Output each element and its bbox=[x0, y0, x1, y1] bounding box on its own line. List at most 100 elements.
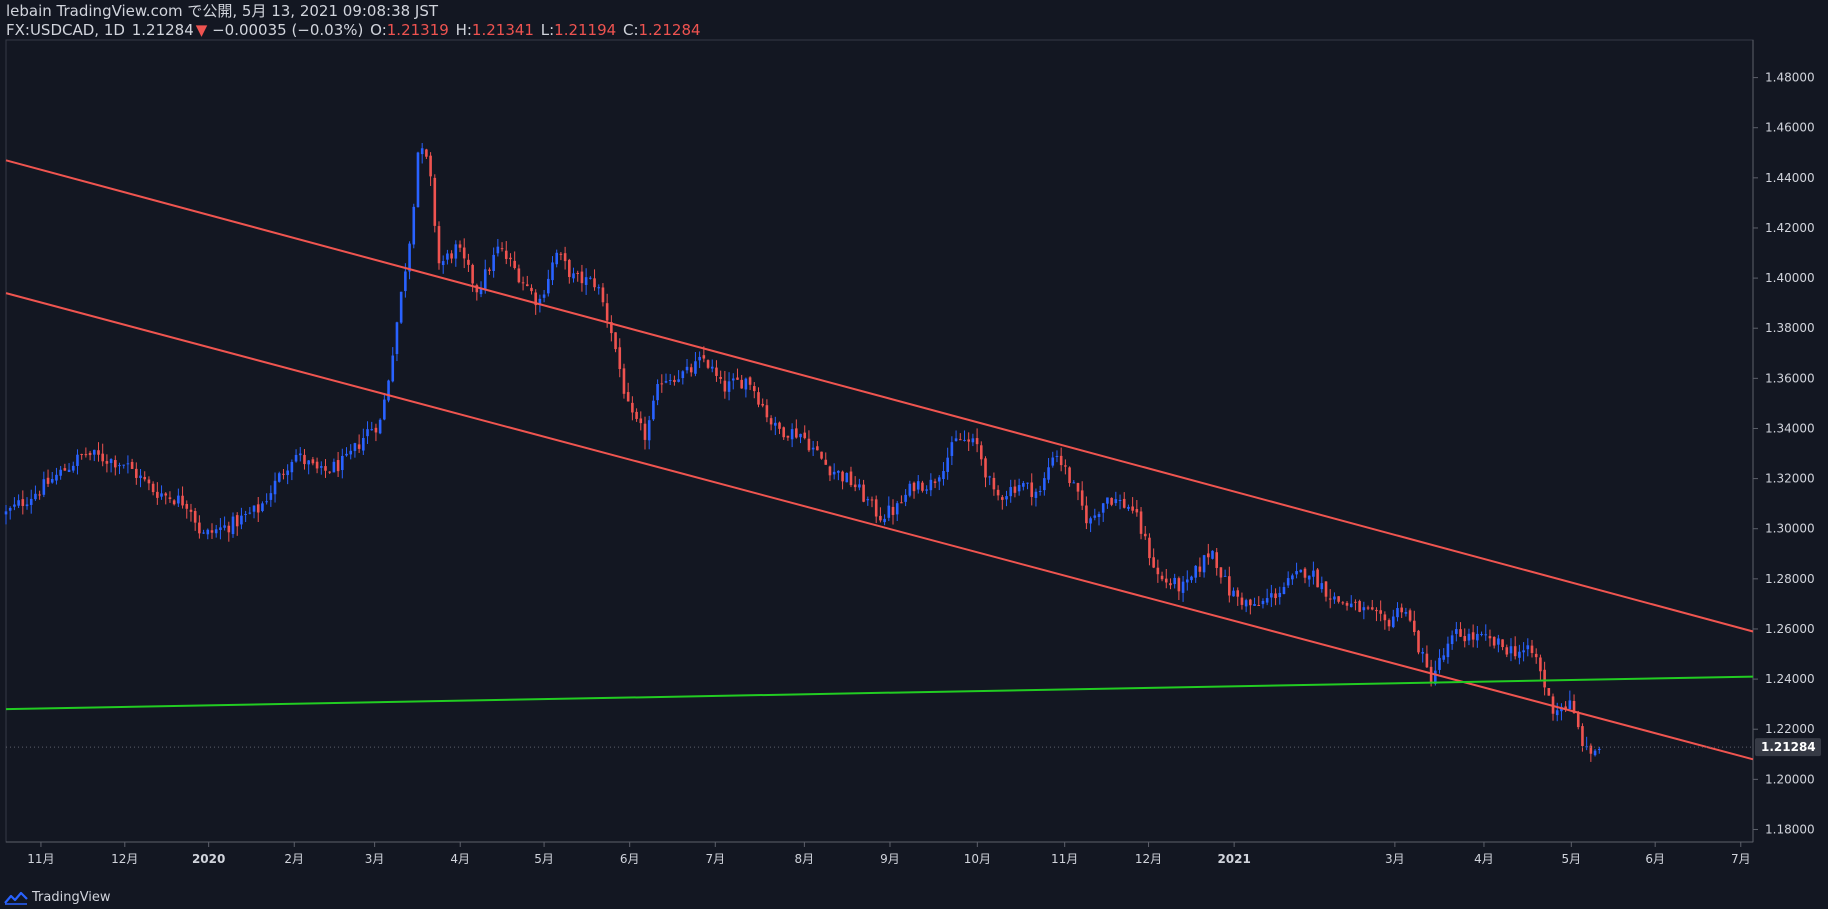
open-value: 1.21319 bbox=[386, 21, 449, 39]
candle-body bbox=[17, 500, 20, 506]
candle-body bbox=[1017, 485, 1021, 492]
candle-body bbox=[21, 499, 25, 506]
upper-channel[interactable] bbox=[5, 159, 1754, 633]
candle-body bbox=[298, 453, 302, 456]
candle-body bbox=[979, 445, 983, 460]
candle-body bbox=[50, 479, 54, 483]
change-value: −0.00035 (−0.03%) bbox=[212, 21, 364, 39]
candle-body bbox=[988, 476, 992, 478]
candle-body bbox=[433, 177, 437, 226]
candle-body bbox=[1026, 482, 1029, 484]
candle-body bbox=[387, 380, 390, 401]
candle-body bbox=[921, 482, 924, 491]
candle-body bbox=[311, 459, 315, 464]
candle-body bbox=[975, 438, 979, 445]
candle-body bbox=[227, 525, 231, 533]
candle-body bbox=[172, 500, 176, 505]
candle-body bbox=[416, 152, 420, 208]
candle-body bbox=[1164, 578, 1168, 583]
candle-body bbox=[1076, 483, 1080, 492]
candle-body bbox=[1299, 569, 1303, 573]
candle-body bbox=[1312, 570, 1315, 577]
candle-body bbox=[538, 298, 542, 304]
chart-header: lebain TradingView.com で公開, 5月 13, 2021 … bbox=[6, 2, 703, 40]
candle-body bbox=[1038, 491, 1042, 493]
candle-body bbox=[42, 479, 46, 495]
candle-body bbox=[824, 459, 828, 465]
candle-body bbox=[294, 454, 298, 462]
price-axis[interactable]: 1.18000 1.20000 1.22000 1.24000 1.26000 1.280… bbox=[1753, 71, 1815, 837]
candle-body bbox=[383, 399, 386, 420]
candle-body bbox=[1589, 745, 1593, 754]
symbol-label[interactable]: FX:USDCAD, 1D bbox=[6, 21, 125, 39]
trendlines-layer[interactable] bbox=[5, 159, 1754, 761]
candle-body bbox=[59, 469, 62, 476]
y-tick-label: 1.40000 bbox=[1765, 271, 1815, 285]
candle-body bbox=[1337, 596, 1340, 602]
candle-body bbox=[38, 494, 41, 496]
candle-body bbox=[1375, 609, 1378, 612]
candle-body bbox=[967, 439, 970, 442]
x-tick-label: 3月 bbox=[1385, 852, 1405, 866]
candle-body bbox=[1156, 567, 1160, 575]
candle-body bbox=[1434, 670, 1437, 684]
candle-body bbox=[1253, 604, 1256, 606]
candle-body bbox=[774, 422, 777, 426]
candle-body bbox=[467, 259, 470, 265]
x-tick-label: 6月 bbox=[1645, 852, 1665, 866]
candle-body bbox=[1085, 505, 1088, 524]
candle-body bbox=[1219, 567, 1223, 578]
candle-body bbox=[954, 438, 958, 442]
candle-body bbox=[639, 418, 643, 424]
candle-body bbox=[454, 244, 458, 259]
candle-body bbox=[1265, 598, 1269, 603]
candle-body bbox=[837, 470, 840, 473]
candle-body bbox=[534, 292, 537, 306]
candle-body bbox=[399, 291, 403, 323]
x-tick-label: 11月 bbox=[1051, 852, 1078, 866]
candle-body bbox=[151, 483, 155, 493]
close-label: C: bbox=[622, 21, 639, 39]
candle-body bbox=[8, 507, 12, 511]
candle-body bbox=[437, 226, 441, 264]
candle-body bbox=[1391, 616, 1395, 628]
candle-body bbox=[849, 471, 853, 486]
publish-info: lebain TradingView.com で公開, 5月 13, 2021 … bbox=[6, 2, 439, 20]
candle-body bbox=[816, 446, 819, 451]
candle-body bbox=[563, 253, 567, 262]
candle-body bbox=[341, 455, 344, 471]
candle-body bbox=[1131, 506, 1134, 511]
candle-body bbox=[319, 466, 323, 468]
candle-body bbox=[1232, 590, 1235, 597]
candle-body bbox=[450, 253, 453, 259]
candle-body bbox=[1501, 639, 1504, 648]
candle-body bbox=[900, 502, 903, 504]
candle-body bbox=[1286, 578, 1290, 586]
candle-body bbox=[862, 484, 865, 502]
candle-body bbox=[828, 466, 832, 476]
candle-body bbox=[1194, 565, 1197, 578]
candle-body bbox=[1484, 634, 1488, 636]
candle-body bbox=[1370, 607, 1374, 610]
candle-body bbox=[223, 525, 226, 528]
high-value: 1.21341 bbox=[471, 21, 534, 39]
candle-body bbox=[702, 355, 706, 359]
support-line[interactable] bbox=[5, 675, 1754, 711]
x-tick-label: 3月 bbox=[365, 852, 385, 866]
brand-label: TradingView bbox=[32, 890, 111, 905]
candle-body bbox=[1576, 713, 1580, 728]
candle-body bbox=[1177, 578, 1181, 592]
time-axis[interactable]: 11月 12月 2020 2月 3月 4月 5月 6月 7月 8月 9月 10月 11月 12月 2021 3… bbox=[27, 842, 1751, 866]
footer-brand[interactable]: TradingView bbox=[4, 890, 111, 905]
lower-channel[interactable] bbox=[5, 292, 1754, 761]
candle-body bbox=[706, 360, 710, 368]
x-tick-label: 5月 bbox=[534, 852, 554, 866]
candle-body bbox=[1396, 608, 1399, 618]
candle-body bbox=[277, 473, 281, 482]
candle-body bbox=[1181, 581, 1185, 593]
candle-body bbox=[782, 427, 786, 438]
candle-body bbox=[937, 477, 941, 482]
x-tick-label: 7月 bbox=[1731, 852, 1751, 866]
candle-body bbox=[55, 474, 58, 481]
